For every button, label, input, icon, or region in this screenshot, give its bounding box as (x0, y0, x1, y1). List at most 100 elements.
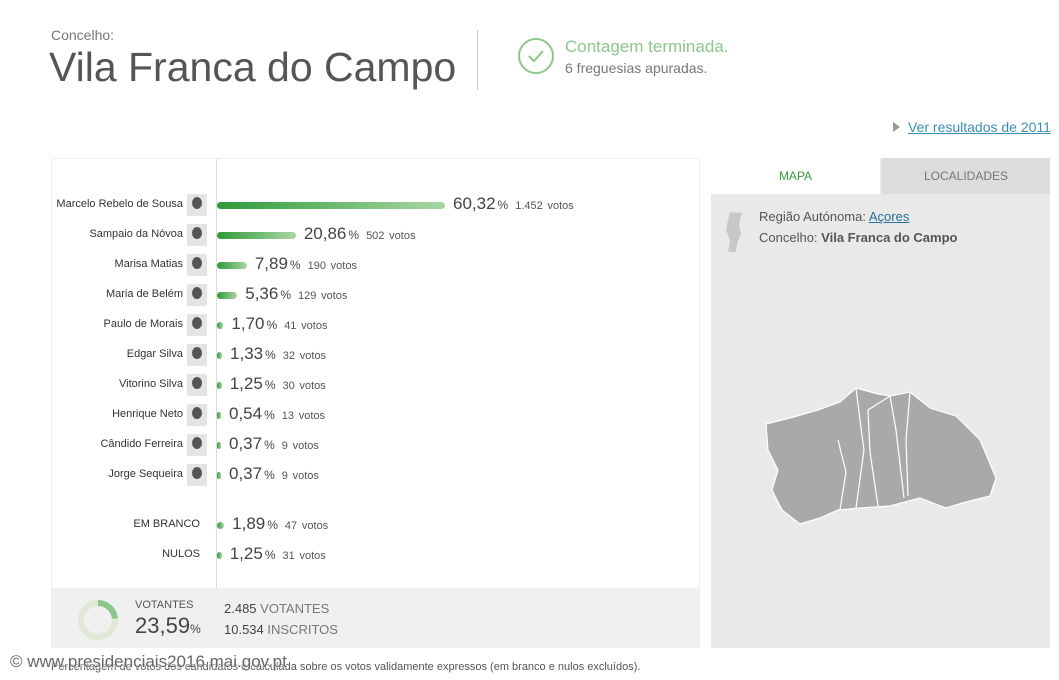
votes-unit: votos (330, 260, 357, 272)
tab-map[interactable]: MAPA (711, 158, 880, 194)
percent: 20,86 (303, 224, 347, 243)
votes: 47 (284, 520, 298, 532)
candidate-photo (187, 224, 207, 246)
percent-unit: % (280, 288, 292, 302)
percent-unit: % (267, 518, 278, 532)
percent: 0,37 (229, 464, 263, 483)
percent-unit: % (264, 408, 275, 422)
footnote: Percentagem de votos dos candidatos é ca… (51, 661, 641, 673)
turnout-label: VOTANTES (135, 599, 194, 611)
value-label: 0,37% 9 votos (229, 464, 319, 484)
concelho-label: Concelho: (759, 230, 818, 245)
votes: 129 (298, 290, 317, 302)
candidate-photo (187, 374, 207, 396)
votes-unit: votos (292, 440, 319, 452)
turnout: 23,59% (135, 613, 201, 639)
percent-unit: % (497, 198, 509, 212)
percent-unit: % (264, 378, 276, 392)
votes-unit: votos (321, 290, 348, 302)
percent-unit: % (289, 258, 301, 272)
percent: 0,37 (229, 434, 263, 453)
region: Região Autónoma: Açores (759, 209, 909, 224)
percent: 60,32 (453, 194, 496, 213)
region-label: Região Autónoma: (759, 209, 866, 224)
value-label: 0,54% 13 votos (229, 404, 325, 424)
candidate-name: EM BRANCO (133, 518, 200, 530)
concelho: Concelho: Vila Franca do Campo (759, 230, 957, 245)
map (765, 387, 997, 525)
candidate-name: Marcelo Rebelo de Sousa (56, 198, 183, 210)
tab-localities[interactable]: LOCALIDADES (882, 158, 1050, 194)
candidate-photo (187, 464, 207, 486)
percent-unit: % (266, 318, 278, 332)
region-link[interactable]: Açores (868, 209, 910, 224)
candidate-name: Edgar Silva (126, 348, 183, 360)
voters-label: VOTANTES (260, 601, 330, 616)
percent-unit: % (348, 228, 360, 242)
status: Contagem terminada. (565, 37, 729, 56)
candidate-name: Cândido Ferreira (100, 438, 183, 450)
votes-unit: votos (298, 410, 326, 422)
votes: 9 (281, 440, 288, 452)
donut-value (78, 600, 118, 640)
turnout-unit: % (190, 622, 201, 636)
candidate-name: Maria de Belém (105, 288, 183, 300)
votes-unit: votos (301, 520, 329, 532)
link-arrow (893, 122, 900, 132)
candidate-photo (187, 194, 207, 216)
percent-unit: % (265, 348, 276, 362)
value-label: 1,89% 47 votos (232, 514, 328, 534)
value-label: 60,32% 1.452 votos (453, 194, 574, 214)
percent-unit: % (264, 468, 275, 482)
value-label: 1,25% 30 votos (230, 374, 326, 394)
votes: 32 (282, 350, 296, 362)
value-label: 1,25% 31 votos (230, 544, 326, 564)
registered-value: 10.534 (224, 622, 264, 637)
voters: 2.485 VOTANTES (224, 601, 329, 616)
votes-unit: votos (547, 200, 574, 212)
percent: 1,25 (229, 544, 263, 563)
percent: 7,89 (254, 254, 288, 273)
percent: 1,70 (231, 314, 265, 333)
candidate-photo (187, 404, 207, 426)
voters-value: 2.485 (224, 601, 257, 616)
votes-unit: votos (299, 350, 327, 362)
bar (217, 472, 221, 479)
results-2011-link[interactable]: Ver resultados de 2011 (908, 119, 1051, 135)
candidate-name: Paulo de Morais (103, 318, 184, 330)
percent: 5,36 (245, 284, 279, 303)
candidate-name: NULOS (162, 548, 200, 560)
candidate-photo (187, 314, 207, 336)
value-label: 5,36% 129 votos (245, 284, 347, 304)
candidate-photo (187, 254, 207, 276)
candidate-name: Marisa Matias (114, 258, 183, 270)
candidate-photo (187, 284, 207, 306)
votes: 502 (366, 230, 385, 242)
value-label: 20,86% 502 votos (304, 224, 416, 244)
votes-unit: votos (299, 380, 326, 392)
percent: 1,25 (229, 374, 263, 393)
votes-unit: votos (389, 230, 416, 242)
votes-unit: votos (301, 320, 328, 332)
bar (217, 412, 221, 419)
value-label: 0,37% 9 votos (229, 434, 319, 454)
turnout-donut (78, 600, 118, 640)
percent-unit: % (264, 438, 275, 452)
footer-panel (52, 588, 700, 648)
status-detail: 6 freguesias apuradas. (565, 60, 708, 76)
bar (217, 232, 296, 239)
percent-unit: % (264, 548, 276, 562)
bar (217, 202, 445, 209)
value-label: 7,89% 190 votos (255, 254, 357, 274)
candidate-photo (187, 434, 207, 456)
turnout-value: 23,59 (135, 613, 191, 638)
votes: 30 (282, 380, 295, 392)
votes: 1.452 (515, 200, 543, 212)
votes: 41 (284, 320, 297, 332)
candidate-name: Sampaio da Nóvoa (89, 228, 183, 240)
value-label: 1,33% 32 votos (230, 344, 326, 364)
watermark: © www.presidenciais2016.mai.gov.pt (10, 652, 287, 671)
bar (217, 322, 224, 329)
divider (477, 30, 478, 90)
